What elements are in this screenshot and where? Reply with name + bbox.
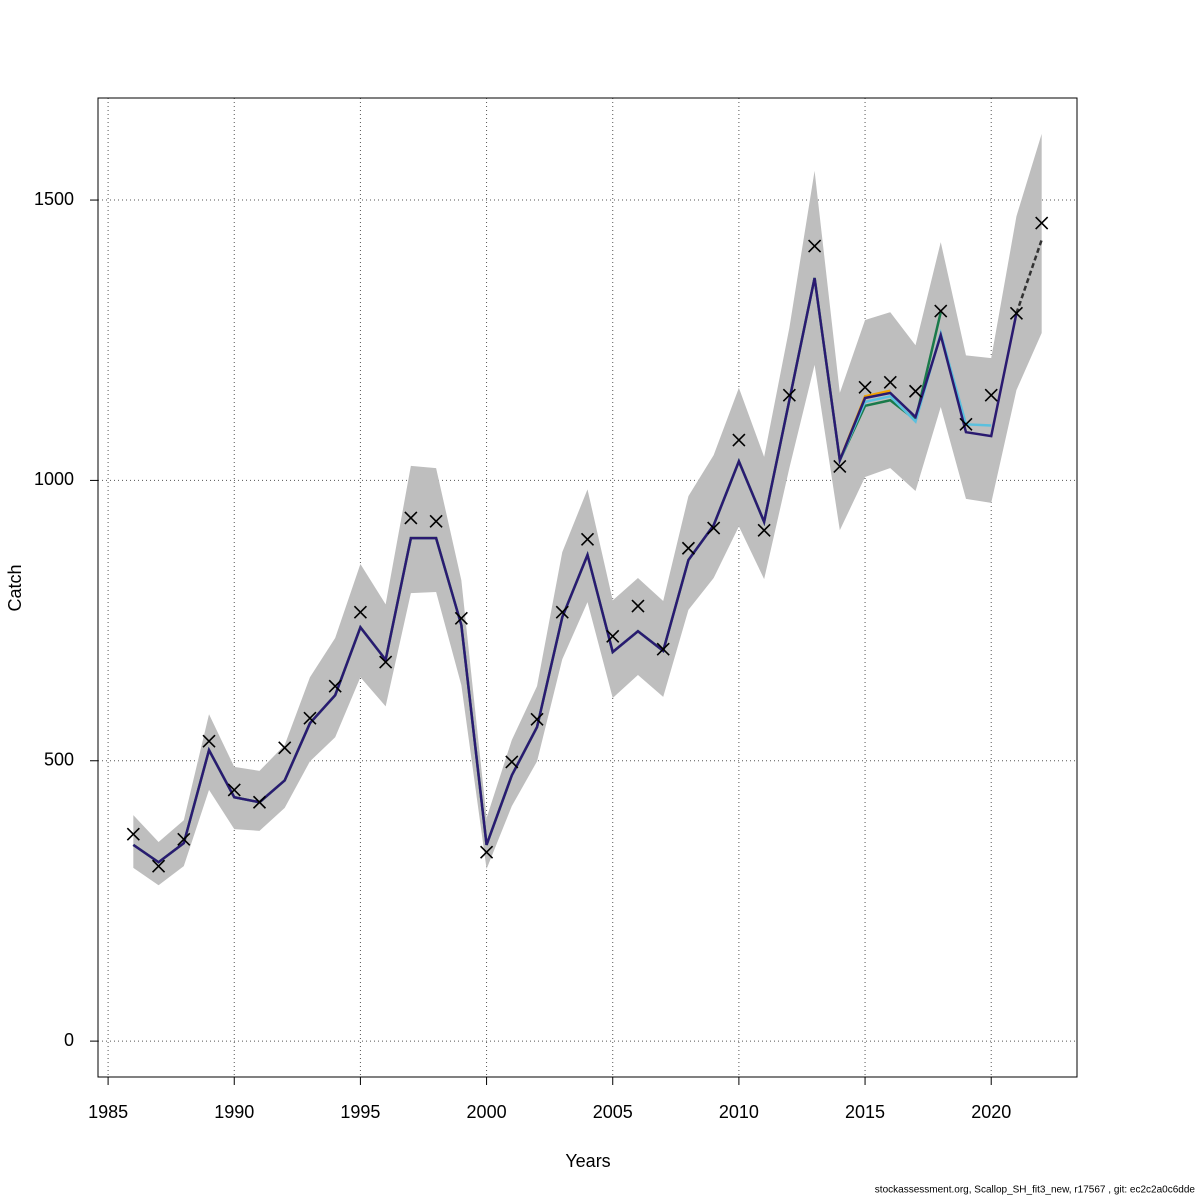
y-axis-label: Catch — [5, 564, 25, 611]
observed-point — [707, 521, 721, 535]
x-tick-label: 1985 — [88, 1102, 128, 1122]
observed-point — [353, 605, 367, 619]
observed-point — [808, 239, 822, 253]
observed-point — [1035, 216, 1049, 230]
observed-point — [858, 380, 872, 394]
observed-point — [328, 679, 342, 693]
observed-point — [631, 599, 645, 613]
observed-point — [151, 859, 166, 873]
observed-point — [934, 304, 948, 318]
x-tick-label: 2020 — [971, 1102, 1011, 1122]
x-tick-label: 2000 — [467, 1102, 507, 1122]
observed-point — [606, 629, 620, 643]
observed-point — [681, 541, 695, 555]
observed-point — [303, 711, 317, 725]
plot-frame — [97, 97, 1078, 1078]
y-tick-label: 1000 — [34, 469, 74, 489]
observed-point — [908, 384, 923, 398]
x-tick-label: 2010 — [719, 1102, 759, 1122]
observed-point — [1009, 306, 1024, 320]
observed-point — [757, 523, 771, 537]
observed-point — [505, 755, 519, 769]
x-tick-label: 2015 — [845, 1102, 885, 1122]
observed-point — [580, 532, 595, 546]
observed-point — [227, 783, 241, 797]
observed-point — [278, 741, 292, 755]
x-axis-label: Years — [565, 1151, 610, 1171]
y-tick-label: 500 — [44, 750, 74, 770]
confidence-band — [133, 133, 1042, 886]
observed-point — [177, 832, 191, 846]
observed-point — [732, 433, 746, 447]
x-tick-label: 2005 — [593, 1102, 633, 1122]
observed-point — [429, 514, 443, 528]
observed-point — [126, 827, 140, 841]
footnote: stockassessment.org, Scallop_SH_fit3_new… — [875, 1185, 1196, 1196]
observed-point — [252, 795, 267, 809]
series-line — [1015, 239, 1043, 314]
observed-point — [656, 642, 670, 656]
observed-point — [480, 845, 494, 859]
observed-point — [202, 734, 216, 748]
observed-point — [404, 511, 418, 525]
y-tick-label: 1500 — [34, 189, 74, 209]
x-tick-label: 1990 — [214, 1102, 254, 1122]
x-tick-label: 1995 — [340, 1102, 380, 1122]
observed-point — [883, 375, 897, 389]
observed-point — [984, 388, 998, 402]
observed-point — [959, 417, 973, 431]
series-line — [132, 277, 1018, 864]
observed-point — [454, 611, 468, 625]
observed-point — [379, 655, 393, 669]
observed-point — [782, 388, 796, 402]
observed-point — [530, 712, 544, 726]
y-tick-label: 0 — [64, 1030, 74, 1050]
observed-point — [833, 459, 847, 473]
observed-point — [555, 605, 569, 619]
